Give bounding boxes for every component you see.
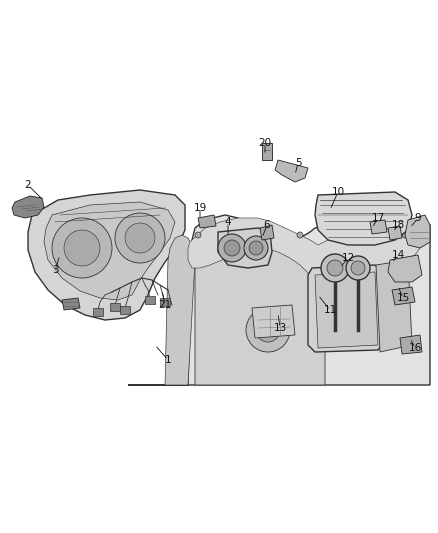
Circle shape	[218, 234, 246, 262]
Polygon shape	[12, 196, 44, 218]
Text: 19: 19	[193, 203, 207, 213]
Polygon shape	[195, 235, 325, 385]
Polygon shape	[165, 235, 195, 385]
Circle shape	[224, 240, 240, 256]
Polygon shape	[392, 287, 415, 305]
Polygon shape	[405, 215, 430, 248]
Text: 15: 15	[396, 293, 410, 303]
Circle shape	[195, 232, 201, 238]
Polygon shape	[188, 215, 420, 275]
Circle shape	[256, 318, 280, 342]
Text: 17: 17	[371, 213, 385, 223]
Polygon shape	[128, 215, 430, 385]
Text: 18: 18	[392, 220, 405, 230]
Text: 10: 10	[332, 187, 345, 197]
Polygon shape	[62, 298, 80, 310]
Polygon shape	[252, 305, 295, 338]
Circle shape	[402, 232, 408, 238]
Polygon shape	[44, 202, 175, 300]
Text: 13: 13	[273, 323, 286, 333]
Circle shape	[244, 236, 268, 260]
Polygon shape	[28, 190, 185, 320]
Polygon shape	[262, 143, 272, 160]
Circle shape	[321, 254, 349, 282]
Polygon shape	[315, 272, 378, 348]
Text: 4: 4	[225, 217, 231, 227]
Polygon shape	[400, 335, 422, 354]
Circle shape	[246, 308, 290, 352]
Polygon shape	[260, 225, 274, 240]
Circle shape	[351, 261, 365, 275]
Polygon shape	[376, 260, 412, 352]
Polygon shape	[93, 308, 103, 316]
Polygon shape	[145, 296, 155, 304]
Polygon shape	[160, 298, 170, 306]
Text: 5: 5	[295, 158, 301, 168]
Text: 1: 1	[165, 355, 171, 365]
Text: 6: 6	[264, 220, 270, 230]
Text: 16: 16	[408, 343, 422, 353]
Text: 3: 3	[52, 265, 58, 275]
Text: 9: 9	[415, 213, 421, 223]
Polygon shape	[218, 228, 272, 268]
Text: 20: 20	[258, 138, 272, 148]
Polygon shape	[120, 306, 130, 314]
Circle shape	[346, 256, 370, 280]
Text: 14: 14	[392, 250, 405, 260]
Polygon shape	[315, 192, 412, 245]
Circle shape	[125, 223, 155, 253]
Polygon shape	[110, 303, 120, 311]
Circle shape	[64, 230, 100, 266]
Polygon shape	[308, 265, 385, 352]
Circle shape	[297, 232, 303, 238]
Polygon shape	[198, 215, 216, 228]
Text: 12: 12	[341, 253, 355, 263]
Circle shape	[327, 260, 343, 276]
Circle shape	[52, 218, 112, 278]
Text: 21: 21	[159, 300, 172, 310]
Text: 11: 11	[323, 305, 337, 315]
Polygon shape	[388, 255, 422, 282]
Polygon shape	[370, 220, 387, 234]
Circle shape	[249, 241, 263, 255]
Polygon shape	[388, 226, 402, 240]
Circle shape	[115, 213, 165, 263]
Text: 2: 2	[25, 180, 31, 190]
Polygon shape	[275, 160, 308, 182]
